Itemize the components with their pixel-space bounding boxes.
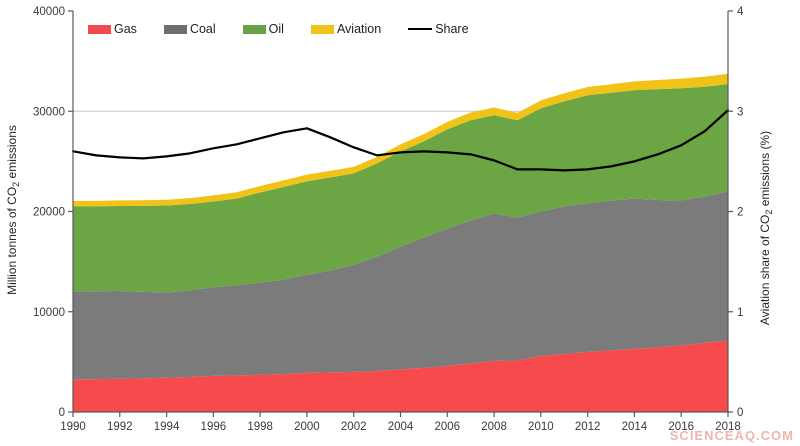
left-axis-title-text: Million tonnes of CO (4, 186, 19, 295)
legend-item-share: Share (408, 22, 469, 36)
aviation-area (73, 73, 728, 207)
chart-legend: Gas Coal Oil Aviation Share (88, 22, 469, 36)
left-axis-title: Million tonnes of CO2 emissions (5, 125, 21, 295)
x-tick-label-1990: 1990 (60, 421, 86, 433)
legend-label: Oil (268, 22, 284, 36)
legend-label: Coal (189, 22, 216, 36)
y-left-tick-label-10000: 10000 (33, 307, 65, 319)
x-tick-label-1992: 1992 (107, 421, 133, 433)
x-tick-label-1998: 1998 (247, 421, 273, 433)
y-left-tick-label-0: 0 (59, 407, 65, 419)
legend-swatch-gas (88, 24, 111, 34)
legend-item-gas: Gas (88, 22, 137, 36)
y-left-tick-label-30000: 30000 (33, 106, 65, 118)
legend-item-coal: Coal (163, 22, 216, 36)
x-tick-label-1996: 1996 (201, 421, 227, 433)
x-tick-label-1994: 1994 (154, 421, 180, 433)
y-right-tick-label-2: 2 (737, 207, 743, 219)
x-tick-label-2016: 2016 (668, 421, 694, 433)
y-right-tick-label-4: 4 (737, 6, 744, 18)
x-tick-label-2006: 2006 (434, 421, 460, 433)
gas-area (73, 340, 728, 412)
left-axis-title-suffix: emissions (4, 125, 19, 182)
x-tick-label-2000: 2000 (294, 421, 320, 433)
legend-label: Aviation (336, 22, 382, 36)
x-tick-label-2014: 2014 (622, 421, 648, 433)
legend-swatch-oil (242, 24, 266, 34)
right-axis-title: Aviation share of CO2 emissions (%) (758, 131, 774, 325)
y-right-tick-label-0: 0 (737, 407, 743, 419)
x-tick-label-2004: 2004 (388, 421, 414, 433)
y-right-tick-label-1: 1 (737, 307, 743, 319)
legend-item-aviation: Aviation (310, 22, 382, 36)
share-line (71, 109, 730, 172)
coal-area (73, 191, 728, 380)
watermark: SCIENCEAQ.COM (669, 428, 794, 443)
left-axis-title-subscript: 2 (11, 181, 22, 187)
legend-item-oil: Oil (242, 22, 284, 36)
legend-label: Gas (114, 22, 137, 36)
x-tick-label-2018: 2018 (715, 421, 741, 433)
right-axis-title-text: Aviation share of CO (757, 214, 772, 326)
y-left-tick-label-40000: 40000 (33, 6, 65, 18)
legend-swatch-aviation (310, 24, 334, 34)
oil-area (73, 84, 728, 293)
right-axis-title-subscript: 2 (764, 209, 775, 215)
x-tick-label-2002: 2002 (341, 421, 367, 433)
right-axis-title-suffix: emissions (%) (757, 130, 772, 210)
legend-swatch-coal (163, 24, 187, 34)
legend-swatch-share (408, 27, 433, 31)
y-left-tick-label-20000: 20000 (33, 207, 65, 219)
x-tick-label-2008: 2008 (481, 421, 507, 433)
y-right-tick-label-3: 3 (737, 106, 743, 118)
x-tick-label-2010: 2010 (528, 421, 554, 433)
legend-label: Share (435, 22, 469, 36)
x-tick-label-2012: 2012 (575, 421, 601, 433)
